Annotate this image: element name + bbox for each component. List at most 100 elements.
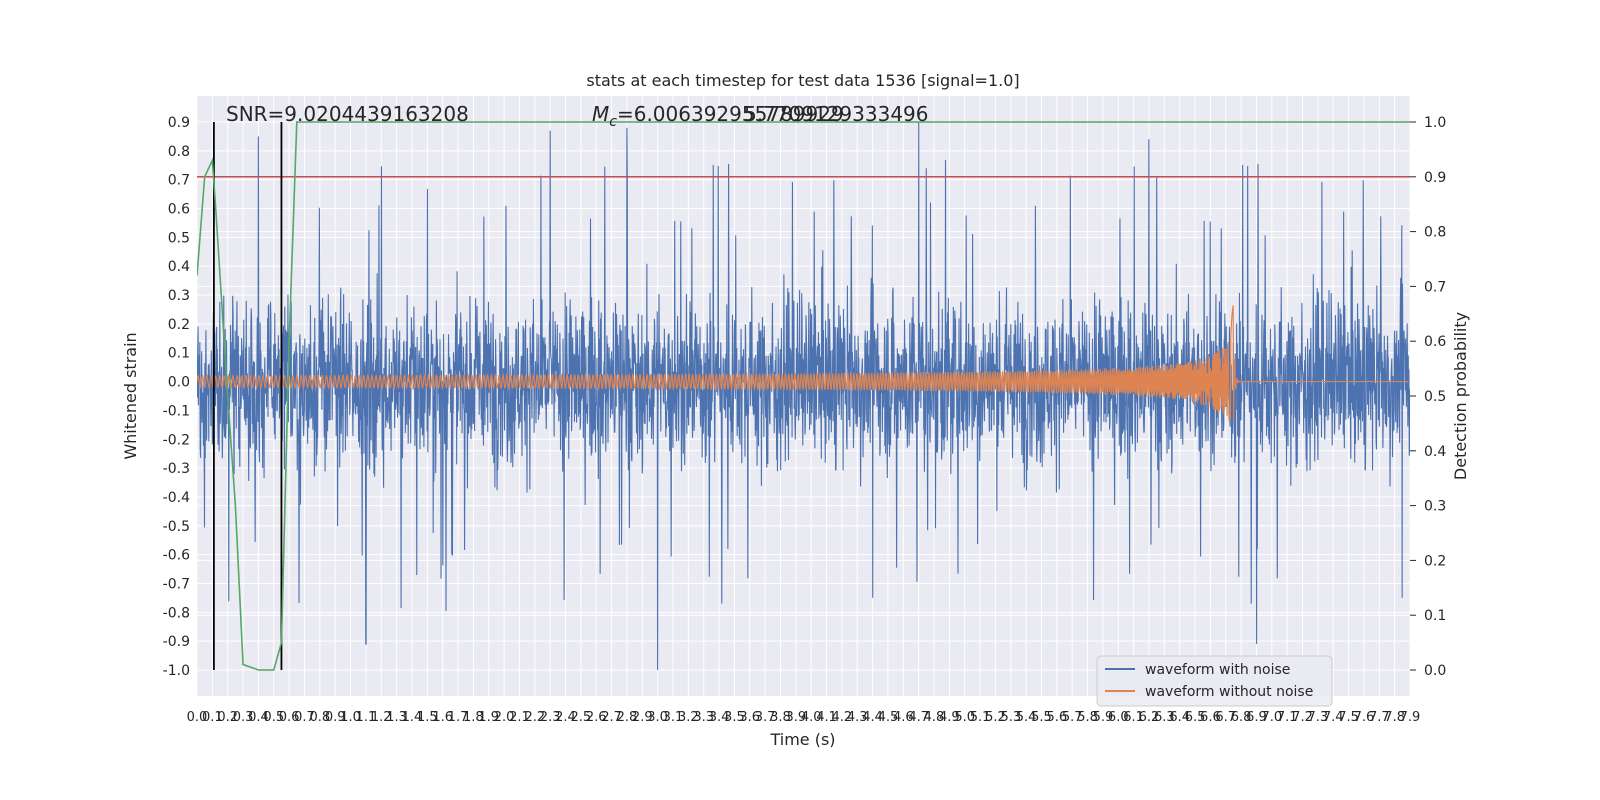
x-tick-label: 7.5 <box>1338 710 1359 725</box>
x-tick-label: 5.3 <box>1000 710 1021 725</box>
y-tick-label-left: -0.9 <box>163 634 190 650</box>
x-tick-label: 5.1 <box>970 710 991 725</box>
x-tick-label: 4.9 <box>939 710 960 725</box>
x-tick-label: 3.8 <box>770 710 791 725</box>
x-tick-label: 7.9 <box>1400 710 1421 725</box>
x-tick-label: 3.3 <box>693 710 714 725</box>
x-tick-label: 4.5 <box>878 710 899 725</box>
x-tick-label: 5.5 <box>1031 710 1052 725</box>
y-axis-label-left: Whitened strain <box>121 332 140 459</box>
mc-annotation: Mc=6.006392955789929 <box>592 102 844 130</box>
x-tick-label: 5.9 <box>1093 710 1114 725</box>
y-tick-label-right: 0.4 <box>1424 444 1446 460</box>
y-tick-label-left: -0.4 <box>163 490 190 506</box>
x-tick-label: 3.5 <box>724 710 745 725</box>
legend: waveform with noise waveform without noi… <box>1096 655 1333 707</box>
y-tick-label-left: -0.7 <box>163 576 190 592</box>
y-tick-label-right: 0.6 <box>1424 334 1446 350</box>
y-tick-label-right: 0.3 <box>1424 499 1446 515</box>
x-tick-label: 6.6 <box>1200 710 1221 725</box>
y-tick-label-left: -0.8 <box>163 605 190 621</box>
x-tick-label: 1.4 <box>402 710 423 725</box>
x-tick-label: 2.6 <box>586 710 607 725</box>
y-tick-label-right: 0.9 <box>1424 170 1446 186</box>
x-tick-label: 2.2 <box>524 710 545 725</box>
y-tick-label-left: -0.2 <box>163 432 190 448</box>
y-tick-label-right: 0.1 <box>1424 608 1446 624</box>
x-tick-label: 6.8 <box>1231 710 1252 725</box>
mc-value: =6.006392955789929 <box>617 102 844 126</box>
left-ticks: 0.9 0.8 0.7 0.6 0.5 0.4 0.3 0.2 0.1 0.0 -0.1 -0.2 -0… <box>163 115 190 679</box>
x-tick-label: 4.7 <box>908 710 929 725</box>
x-tick-label: 1.6 <box>432 710 453 725</box>
x-tick-label: 6.0 <box>1108 710 1129 725</box>
snr-annotation: SNR=9.0204439163208 <box>226 102 469 126</box>
plot-layer <box>197 121 1410 671</box>
x-tick-label: 4.0 <box>801 710 822 725</box>
x-tick-label: 6.3 <box>1154 710 1175 725</box>
x-tick-label: 0.1 <box>202 710 223 725</box>
x-tick-label: 5.0 <box>954 710 975 725</box>
x-tick-label: 3.1 <box>663 710 684 725</box>
x-axis-label: Time (s) <box>769 730 835 749</box>
x-tick-label: 0.7 <box>294 710 315 725</box>
x-tick-label: 7.7 <box>1369 710 1390 725</box>
x-tick-label: 0.8 <box>309 710 330 725</box>
legend-label-noise: waveform with noise <box>1145 662 1290 678</box>
x-tick-label: 3.0 <box>647 710 668 725</box>
x-tick-label: 6.1 <box>1123 710 1144 725</box>
x-tick-label: 2.4 <box>555 710 576 725</box>
y-tick-label-left: 0.7 <box>168 173 190 189</box>
x-tick-label: 7.3 <box>1308 710 1329 725</box>
y-tick-label-left: 0.3 <box>168 288 190 304</box>
x-tick-label: 0.0 <box>187 710 208 725</box>
y-tick-label-left: 0.5 <box>168 230 190 246</box>
x-tick-label: 5.8 <box>1077 710 1098 725</box>
x-tick-label: 7.4 <box>1323 710 1344 725</box>
x-tick-label: 6.4 <box>1169 710 1190 725</box>
legend-box <box>1096 655 1333 707</box>
x-tick-label: 3.7 <box>755 710 776 725</box>
x-tick-label: 1.9 <box>478 710 499 725</box>
x-tick-label: 0.2 <box>217 710 238 725</box>
x-tick-label: 0.6 <box>279 710 300 725</box>
x-tick-label: 4.1 <box>816 710 837 725</box>
x-tick-label: 6.2 <box>1139 710 1160 725</box>
mc-subscript: c <box>609 114 617 130</box>
y-tick-label-left: -0.3 <box>163 461 190 477</box>
x-tick-label: 7.0 <box>1261 710 1282 725</box>
x-tick-label: 2.9 <box>632 710 653 725</box>
series-waveform-without-noise <box>197 305 1410 423</box>
x-tick-label: 2.7 <box>601 710 622 725</box>
x-tick-label: 1.5 <box>417 710 438 725</box>
x-tick-label: 5.2 <box>985 710 1006 725</box>
x-tick-label: 0.4 <box>248 710 269 725</box>
x-tick-label: 4.4 <box>862 710 883 725</box>
x-tick-label: 2.8 <box>617 710 638 725</box>
y-tick-label-right: 0.0 <box>1424 663 1446 679</box>
x-tick-label: 3.6 <box>739 710 760 725</box>
x-tick-label: 4.2 <box>832 710 853 725</box>
mc-overlap-annotation: 5.7709129333496 <box>744 102 929 126</box>
x-tick-label: 7.6 <box>1354 710 1375 725</box>
legend-label-clean: waveform without noise <box>1145 684 1313 700</box>
y-tick-label-left: 0.0 <box>168 375 190 391</box>
y-tick-label-left: 0.1 <box>168 346 190 362</box>
x-tick-label: 0.5 <box>263 710 284 725</box>
y-tick-label-right: 1.0 <box>1424 115 1446 131</box>
y-tick-label-left: 0.8 <box>168 144 190 160</box>
x-tick-label: 5.7 <box>1062 710 1083 725</box>
x-tick-label: 3.4 <box>709 710 730 725</box>
x-tick-label: 5.6 <box>1047 710 1068 725</box>
x-tick-label: 1.7 <box>448 710 469 725</box>
y-tick-label-right: 0.8 <box>1424 225 1446 241</box>
x-tick-label: 4.8 <box>924 710 945 725</box>
x-tick-label: 2.5 <box>571 710 592 725</box>
y-axis-label-right: Detection probability <box>1451 312 1470 480</box>
y-tick-label-left: -0.5 <box>163 519 190 535</box>
x-tick-label: 4.3 <box>847 710 868 725</box>
x-ticks: 0.00.10.20.30.40.50.60.70.80.91.01.11.21… <box>187 710 1421 725</box>
x-tick-label: 7.8 <box>1384 710 1405 725</box>
y-tick-label-left: 0.2 <box>168 317 190 333</box>
x-tick-label: 1.3 <box>386 710 407 725</box>
